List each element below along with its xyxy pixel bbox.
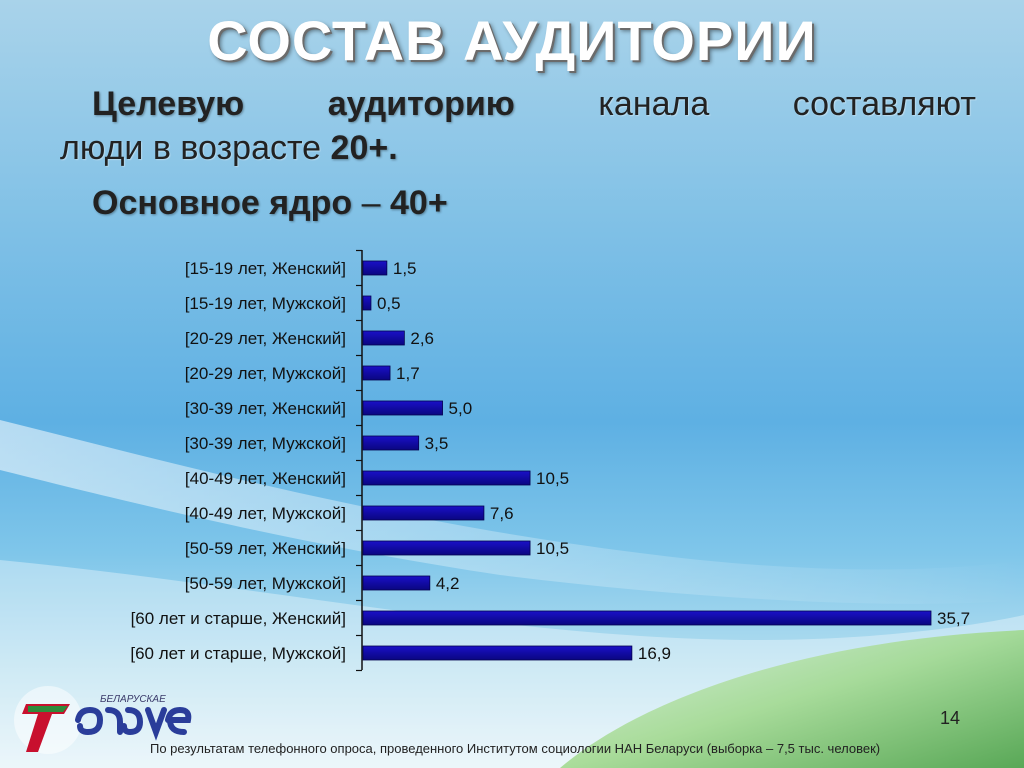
data-bar <box>362 540 531 556</box>
category-label: [50-59 лет, Женский] <box>185 539 346 558</box>
category-label: [20-29 лет, Мужской] <box>185 364 346 383</box>
source-footnote: По результатам телефонного опроса, прове… <box>150 741 881 756</box>
lead-line-2-text: люди в возрасте <box>60 129 331 168</box>
category-label: [60 лет и старше, Мужской] <box>130 644 346 663</box>
lead-word-1: Целевую <box>92 85 245 123</box>
data-label: 1,7 <box>396 364 420 383</box>
category-label: [20-29 лет, Женский] <box>185 329 346 348</box>
logo-mark <box>22 704 70 752</box>
data-label: 2,6 <box>410 329 434 348</box>
bar-chart: [15-19 лет, Женский] 1,5 [15-19 лет, Мужск… <box>130 249 970 672</box>
data-bar <box>362 645 633 661</box>
page-number: 14 <box>940 708 961 728</box>
data-label: 7,6 <box>490 504 514 523</box>
core-label: Основное ядро <box>92 184 353 222</box>
data-label: 5,0 <box>449 399 473 418</box>
data-label: 3,5 <box>425 434 449 453</box>
core-dash: – <box>352 184 390 222</box>
category-label: [15-19 лет, Мужской] <box>185 294 346 313</box>
core-audience-text: Основное ядро – 40+ <box>92 184 448 223</box>
slide-title: СОСТАВ АУДИТОРИИ <box>207 9 817 72</box>
lead-word-2: аудиторию <box>327 85 515 123</box>
data-bar <box>362 505 485 521</box>
logo-wordmark <box>75 706 192 741</box>
category-label: [30-39 лет, Женский] <box>185 399 346 418</box>
data-bar <box>362 575 431 591</box>
category-label: [40-49 лет, Мужской] <box>185 504 346 523</box>
category-label: [40-49 лет, Женский] <box>185 469 346 488</box>
core-value: 40+ <box>390 184 448 222</box>
data-bar <box>362 260 388 276</box>
data-label: 4,2 <box>436 574 460 593</box>
lead-line-1: Целевую аудиторию канала составляют <box>60 82 976 126</box>
logo-stripe <box>28 706 68 712</box>
data-bar <box>362 365 391 381</box>
data-label: 10,5 <box>536 539 569 558</box>
data-label: 1,5 <box>393 259 417 278</box>
lead-word-3: канала <box>598 85 710 123</box>
data-bar <box>362 610 932 626</box>
logo-caption: БЕЛАРУСКАЕ <box>100 694 166 705</box>
data-bar <box>362 295 372 311</box>
data-label: 10,5 <box>536 469 569 488</box>
data-label: 16,9 <box>638 644 671 663</box>
data-label: 35,7 <box>937 609 970 628</box>
data-label: 0,5 <box>377 294 401 313</box>
category-label: [60 лет и старше, Женский] <box>131 609 346 628</box>
lead-line-2-bold: 20+. <box>330 129 398 168</box>
data-bar <box>362 470 531 486</box>
category-label: [15-19 лет, Женский] <box>185 259 346 278</box>
data-bar <box>362 330 405 346</box>
data-bar <box>362 435 420 451</box>
lead-line-2: люди в возрасте 20+. <box>60 126 976 170</box>
category-label: [50-59 лет, Мужской] <box>185 574 346 593</box>
radio-logo: БЕЛАРУСКАЕ <box>14 686 192 754</box>
category-label: [30-39 лет, Мужской] <box>185 434 346 453</box>
data-bar <box>362 400 443 416</box>
lead-word-4: составляют <box>792 85 976 123</box>
lead-text: Целевую аудиторию канала составляют люди… <box>60 82 976 170</box>
